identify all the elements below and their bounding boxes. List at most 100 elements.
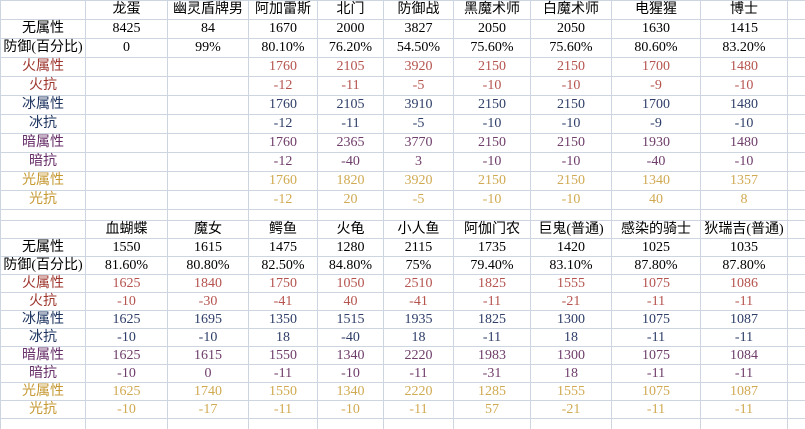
- data-cell[interactable]: 2050: [530, 19, 612, 39]
- data-cell[interactable]: 18: [383, 328, 454, 347]
- empty-cell[interactable]: [787, 133, 805, 153]
- spacer-cell[interactable]: [167, 418, 249, 429]
- data-cell[interactable]: -10: [530, 76, 612, 96]
- data-cell[interactable]: -40: [317, 328, 384, 347]
- data-cell[interactable]: 18: [530, 364, 612, 383]
- data-cell[interactable]: 1930: [611, 133, 701, 153]
- data-cell[interactable]: 3920: [383, 57, 454, 77]
- spacer-cell[interactable]: [383, 418, 454, 429]
- data-cell[interactable]: -11: [248, 364, 318, 383]
- empty-cell[interactable]: [787, 238, 805, 257]
- column-header-6[interactable]: 阿伽门农: [453, 220, 531, 239]
- data-cell[interactable]: 18: [530, 328, 612, 347]
- data-cell[interactable]: [85, 57, 168, 77]
- data-cell[interactable]: 1840: [167, 274, 249, 293]
- data-cell[interactable]: -10: [700, 152, 788, 172]
- data-cell[interactable]: 1300: [530, 346, 612, 365]
- data-cell[interactable]: 1075: [611, 310, 701, 329]
- column-header-3[interactable]: 阿加雷斯: [248, 0, 318, 20]
- data-cell[interactable]: 1695: [167, 310, 249, 329]
- data-cell[interactable]: 1760: [248, 57, 318, 77]
- data-cell[interactable]: 2050: [453, 19, 531, 39]
- data-cell[interactable]: 1550: [248, 346, 318, 365]
- data-cell[interactable]: 1075: [611, 346, 701, 365]
- data-cell[interactable]: -11: [383, 400, 454, 419]
- data-cell[interactable]: 18: [248, 328, 318, 347]
- data-cell[interactable]: -11: [453, 292, 531, 311]
- data-cell[interactable]: -10: [453, 114, 531, 134]
- data-cell[interactable]: [167, 190, 249, 210]
- spacer-cell[interactable]: [453, 418, 531, 429]
- row-label-cell[interactable]: 火属性: [0, 57, 86, 77]
- row-label-cell[interactable]: 无属性: [0, 19, 86, 39]
- data-cell[interactable]: -9: [611, 114, 701, 134]
- data-cell[interactable]: -31: [453, 364, 531, 383]
- empty-cell[interactable]: [787, 220, 805, 239]
- data-cell[interactable]: -40: [317, 152, 384, 172]
- data-cell[interactable]: -10: [85, 292, 168, 311]
- data-cell[interactable]: 1935: [383, 310, 454, 329]
- data-cell[interactable]: 0: [167, 364, 249, 383]
- empty-cell[interactable]: [787, 310, 805, 329]
- data-cell[interactable]: 2220: [383, 382, 454, 401]
- data-cell[interactable]: 1340: [317, 382, 384, 401]
- data-cell[interactable]: -10: [453, 190, 531, 210]
- data-cell[interactable]: 80.60%: [611, 38, 701, 58]
- row-label-cell[interactable]: 光属性: [0, 382, 86, 401]
- data-cell[interactable]: -40: [611, 152, 701, 172]
- data-cell[interactable]: 1075: [611, 382, 701, 401]
- data-cell[interactable]: -30: [167, 292, 249, 311]
- data-cell[interactable]: [85, 114, 168, 134]
- spacer-cell[interactable]: [0, 418, 86, 429]
- spacer-cell[interactable]: [317, 418, 384, 429]
- data-cell[interactable]: 1035: [700, 238, 788, 257]
- data-cell[interactable]: 1050: [317, 274, 384, 293]
- data-cell[interactable]: -21: [530, 292, 612, 311]
- data-cell[interactable]: 1760: [248, 171, 318, 191]
- data-cell[interactable]: 1300: [530, 310, 612, 329]
- data-cell[interactable]: -10: [85, 328, 168, 347]
- column-header-8[interactable]: 电猩猩: [611, 0, 701, 20]
- data-cell[interactable]: -10: [700, 76, 788, 96]
- row-label-cell[interactable]: 光抗: [0, 400, 86, 419]
- data-cell[interactable]: 75.60%: [530, 38, 612, 58]
- data-cell[interactable]: 1025: [611, 238, 701, 257]
- data-cell[interactable]: 1550: [85, 238, 168, 257]
- data-cell[interactable]: 82.50%: [248, 256, 318, 275]
- column-header-5[interactable]: 防御战: [383, 0, 454, 20]
- data-cell[interactable]: 57: [453, 400, 531, 419]
- row-label-cell[interactable]: 冰属性: [0, 95, 86, 115]
- data-cell[interactable]: -11: [453, 328, 531, 347]
- spacer-cell[interactable]: [248, 209, 318, 221]
- data-cell[interactable]: 2000: [317, 19, 384, 39]
- empty-cell[interactable]: [787, 0, 805, 20]
- column-header-3[interactable]: 鳄鱼: [248, 220, 318, 239]
- row-label-cell[interactable]: 冰抗: [0, 328, 86, 347]
- data-cell[interactable]: 2220: [383, 346, 454, 365]
- data-cell[interactable]: -11: [611, 292, 701, 311]
- data-cell[interactable]: -5: [383, 76, 454, 96]
- data-cell[interactable]: 1825: [453, 310, 531, 329]
- spacer-cell[interactable]: [611, 418, 701, 429]
- data-cell[interactable]: 40: [611, 190, 701, 210]
- empty-cell[interactable]: [787, 95, 805, 115]
- data-cell[interactable]: -10: [530, 190, 612, 210]
- spacer-cell[interactable]: [85, 418, 168, 429]
- data-cell[interactable]: 81.60%: [85, 256, 168, 275]
- data-cell[interactable]: [167, 57, 249, 77]
- spacer-cell[interactable]: [530, 418, 612, 429]
- data-cell[interactable]: 1555: [530, 274, 612, 293]
- data-cell[interactable]: -11: [700, 328, 788, 347]
- data-cell[interactable]: -11: [611, 400, 701, 419]
- data-cell[interactable]: 1480: [700, 57, 788, 77]
- spacer-cell[interactable]: [167, 209, 249, 221]
- data-cell[interactable]: -10: [85, 400, 168, 419]
- data-cell[interactable]: -11: [383, 364, 454, 383]
- column-header-4[interactable]: 火龟: [317, 220, 384, 239]
- data-cell[interactable]: 84.80%: [317, 256, 384, 275]
- data-cell[interactable]: 3: [383, 152, 454, 172]
- empty-cell[interactable]: [787, 292, 805, 311]
- data-cell[interactable]: -21: [530, 400, 612, 419]
- empty-cell[interactable]: [787, 114, 805, 134]
- data-cell[interactable]: 75.60%: [453, 38, 531, 58]
